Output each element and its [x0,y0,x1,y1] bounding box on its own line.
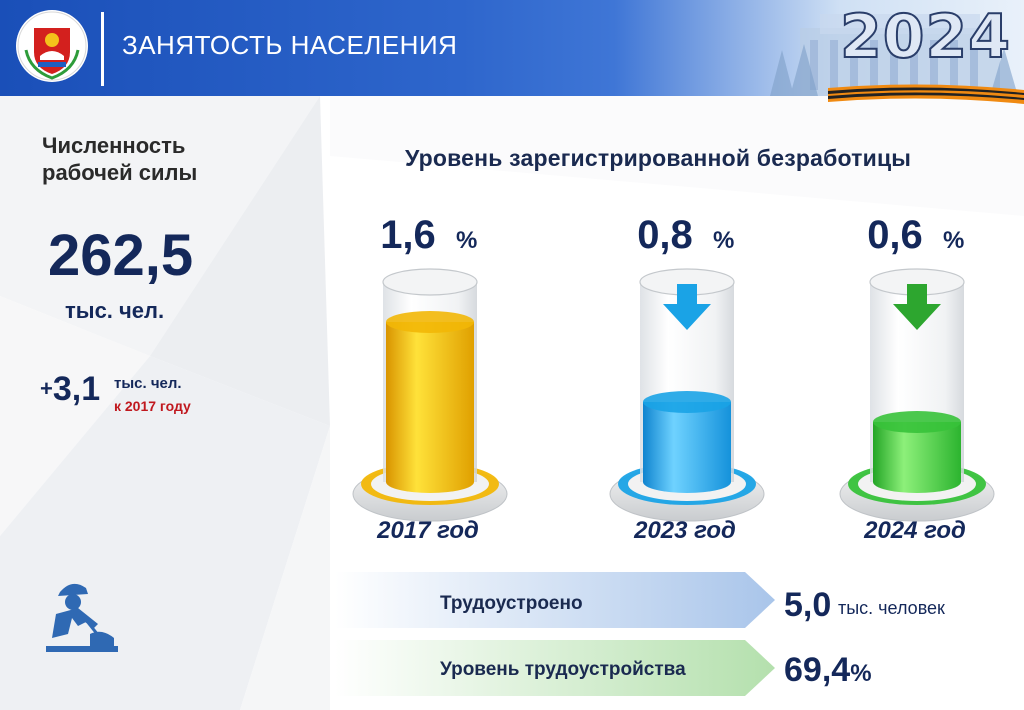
employed-unit: тыс. человек [838,598,945,618]
bar-top [643,391,731,413]
value-label: 0,6 [867,213,923,257]
employment-rate-label: Уровень трудоустройства [440,659,686,680]
value-unit: % [943,227,964,254]
workforce-unit: тыс. чел. [65,298,165,323]
value-label: 0,8 [637,213,693,257]
workforce-change: +3,1 [40,370,100,409]
employment-rate-value: 69,4% [784,651,872,690]
worker-shovel-icon [46,583,118,652]
employment-rate-unit: % [850,660,872,687]
arrow-down-icon [663,284,711,330]
value-unit: % [713,227,734,254]
unemployment-chart: 1,6 % 2017 год 0,8 % 2023 год 0,6 % 2024 год [352,213,995,544]
header-bar: ЗАНЯТОСТЬ НАСЕЛЕНИЯ 2024 [0,0,1024,96]
change-unit: тыс. чел. [114,375,182,392]
bar-bottom [386,471,474,493]
header-divider [101,12,104,86]
coat-of-arms-icon [16,10,88,82]
workforce-label-line2: рабочей силы [42,160,198,185]
value-unit: % [456,227,477,254]
bar-bottom [643,471,731,493]
category-label: 2017 год [376,517,479,544]
arrow-down-icon [893,284,941,330]
category-label: 2023 год [633,517,736,544]
page-title: ЗАНЯТОСТЬ НАСЕЛЕНИЯ [122,30,458,60]
change-reference: к 2017 году [114,398,191,414]
bar-1 [643,402,731,482]
employment-rate-number: 69,4 [784,651,851,689]
bar-bottom [873,471,961,493]
year-badge: 2024 [839,1,1011,73]
employed-value: 5,0 [784,586,832,624]
value-label: 1,6 [380,213,436,257]
change-value: 3,1 [52,370,101,408]
bar-0 [386,322,474,482]
st-george-ribbon-icon [828,84,1024,104]
glass-top [382,268,478,296]
bar-top [386,311,474,333]
workforce-label: Численность рабочей силы [42,132,222,186]
employed-label: Трудоустроено [440,593,583,614]
employed-banner [335,572,775,628]
chart-title: Уровень зарегистрированной безработицы [405,145,912,171]
employment-rate-banner [335,640,775,696]
bar-top [873,411,961,433]
workforce-value: 262,5 [48,223,194,288]
workforce-label-line1: Численность [42,133,186,158]
change-sign: + [40,376,53,401]
category-label: 2024 год [863,517,966,544]
